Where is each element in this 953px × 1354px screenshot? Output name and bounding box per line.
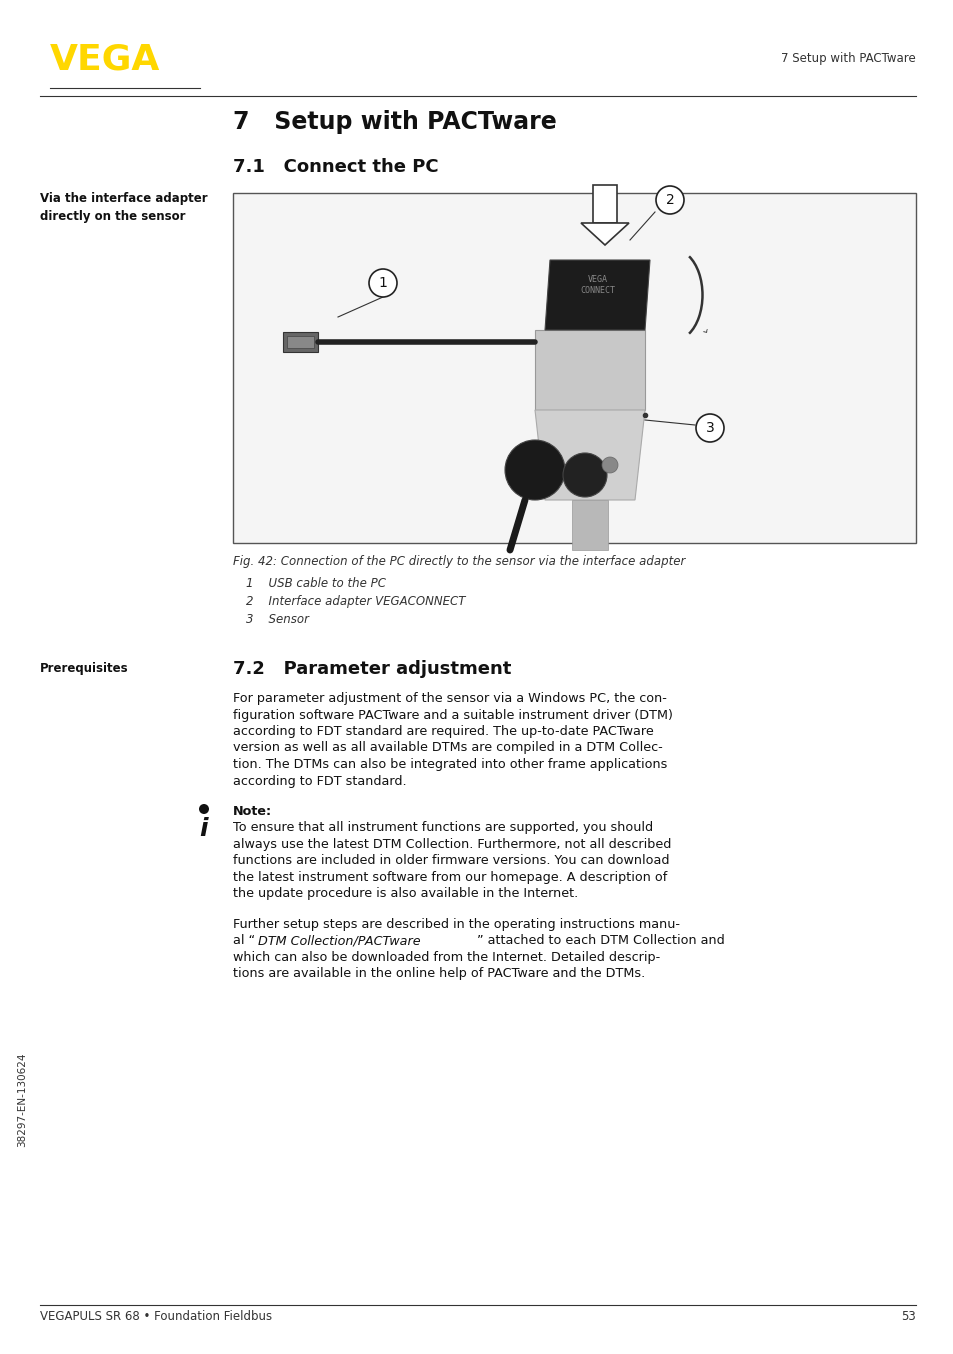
Polygon shape xyxy=(580,223,628,245)
Text: al “: al “ xyxy=(233,934,254,948)
Text: 53: 53 xyxy=(901,1311,915,1323)
Text: tions are available in the online help of PACTware and the DTMs.: tions are available in the online help o… xyxy=(233,968,644,980)
Text: 7.2   Parameter adjustment: 7.2 Parameter adjustment xyxy=(233,659,511,678)
Text: Note:: Note: xyxy=(233,806,272,818)
Text: 3    Sensor: 3 Sensor xyxy=(246,613,309,626)
Circle shape xyxy=(562,454,606,497)
Bar xyxy=(233,194,915,543)
Text: VEGA
CONNECT: VEGA CONNECT xyxy=(579,275,615,295)
Text: i: i xyxy=(199,816,208,841)
Circle shape xyxy=(656,185,683,214)
Circle shape xyxy=(696,414,723,441)
Text: which can also be downloaded from the Internet. Detailed descrip-: which can also be downloaded from the In… xyxy=(233,951,659,964)
Text: 1    USB cable to the PC: 1 USB cable to the PC xyxy=(246,577,386,590)
Text: the latest instrument software from our homepage. A description of: the latest instrument software from our … xyxy=(233,871,666,884)
Polygon shape xyxy=(535,410,644,500)
Text: Via the interface adapter
directly on the sensor: Via the interface adapter directly on th… xyxy=(40,192,208,223)
Bar xyxy=(535,330,644,410)
Polygon shape xyxy=(544,260,649,330)
Text: 7 Setup with PACTware: 7 Setup with PACTware xyxy=(781,51,915,65)
Bar xyxy=(572,500,607,550)
Text: 38297-EN-130624: 38297-EN-130624 xyxy=(17,1053,27,1147)
Text: figuration software PACTware and a suitable instrument driver (DTM): figuration software PACTware and a suita… xyxy=(233,708,672,722)
Text: 3: 3 xyxy=(705,421,714,435)
Text: tion. The DTMs can also be integrated into other frame applications: tion. The DTMs can also be integrated in… xyxy=(233,758,667,770)
Text: VEGA: VEGA xyxy=(50,42,160,76)
Text: version as well as all available DTMs are compiled in a DTM Collec-: version as well as all available DTMs ar… xyxy=(233,742,662,754)
Text: Fig. 42: Connection of the PC directly to the sensor via the interface adapter: Fig. 42: Connection of the PC directly t… xyxy=(233,555,684,567)
Bar xyxy=(593,185,617,223)
Text: Prerequisites: Prerequisites xyxy=(40,662,129,676)
Text: ” attached to each DTM Collection and: ” attached to each DTM Collection and xyxy=(476,934,724,948)
Text: always use the latest DTM Collection. Furthermore, not all described: always use the latest DTM Collection. Fu… xyxy=(233,838,671,852)
Bar xyxy=(287,336,314,348)
Text: To ensure that all instrument functions are supported, you should: To ensure that all instrument functions … xyxy=(233,822,653,834)
Text: VEGAPULS SR 68 • Foundation Fieldbus: VEGAPULS SR 68 • Foundation Fieldbus xyxy=(40,1311,272,1323)
Text: according to FDT standard are required. The up-to-date PACTware: according to FDT standard are required. … xyxy=(233,724,653,738)
Text: ›: › xyxy=(697,326,710,337)
Circle shape xyxy=(601,458,618,473)
Text: For parameter adjustment of the sensor via a Windows PC, the con-: For parameter adjustment of the sensor v… xyxy=(233,692,666,705)
Bar xyxy=(283,332,317,352)
Text: the update procedure is also available in the Internet.: the update procedure is also available i… xyxy=(233,887,578,900)
Text: 7   Setup with PACTware: 7 Setup with PACTware xyxy=(233,110,557,134)
Text: DTM Collection/PACTware: DTM Collection/PACTware xyxy=(257,934,420,948)
Text: 2    Interface adapter VEGACONNECT: 2 Interface adapter VEGACONNECT xyxy=(246,594,465,608)
Circle shape xyxy=(504,440,564,500)
Text: 1: 1 xyxy=(378,276,387,290)
Text: Further setup steps are described in the operating instructions manu-: Further setup steps are described in the… xyxy=(233,918,679,932)
Text: 2: 2 xyxy=(665,194,674,207)
Circle shape xyxy=(199,804,209,814)
Text: according to FDT standard.: according to FDT standard. xyxy=(233,774,406,788)
Text: functions are included in older firmware versions. You can download: functions are included in older firmware… xyxy=(233,854,669,868)
Circle shape xyxy=(369,269,396,297)
Text: 7.1   Connect the PC: 7.1 Connect the PC xyxy=(233,158,438,176)
